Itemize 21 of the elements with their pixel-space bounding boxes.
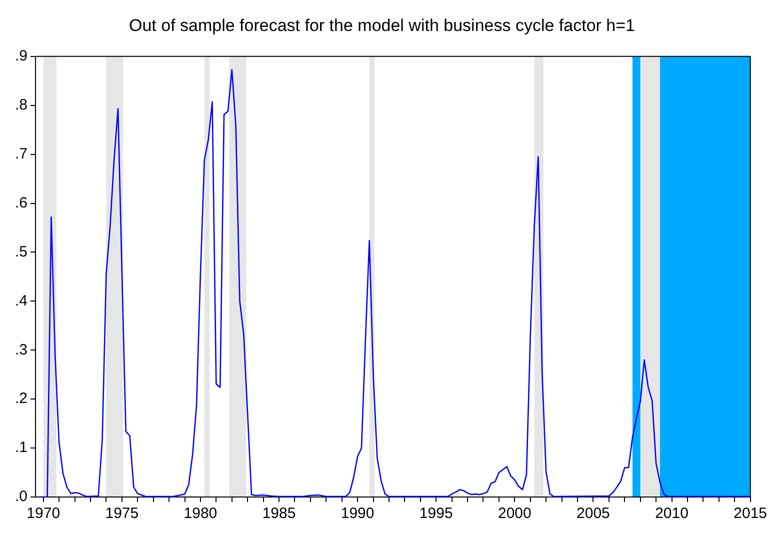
y-tick-label: .3 [14, 341, 28, 358]
x-tick-label: 2000 [498, 505, 532, 522]
y-tick-label: .4 [14, 292, 28, 310]
y-tick-label: .1 [14, 439, 28, 456]
x-tick-label: 2015 [734, 505, 768, 522]
y-tick-label: .2 [14, 390, 28, 408]
x-tick-label: 1990 [340, 505, 374, 522]
x-tick-label: 1995 [419, 505, 453, 522]
x-tick-label: 1975 [105, 505, 139, 522]
chart-title: Out of sample forecast for the model with business cycle factor h=1 [129, 16, 635, 35]
x-tick-label: 2005 [576, 505, 610, 522]
y-tick-label: .5 [14, 243, 28, 260]
x-tick-label: 1985 [262, 505, 296, 522]
y-tick-label: .0 [14, 488, 28, 506]
x-tick-label: 2010 [655, 505, 688, 522]
x-tick-label: 1970 [26, 505, 60, 522]
y-tick-label: .8 [14, 96, 28, 114]
y-tick-label: .9 [14, 48, 28, 65]
y-tick-label: .6 [14, 194, 28, 212]
x-tick-label: 1980 [184, 505, 218, 522]
y-tick-label: .7 [14, 145, 28, 162]
